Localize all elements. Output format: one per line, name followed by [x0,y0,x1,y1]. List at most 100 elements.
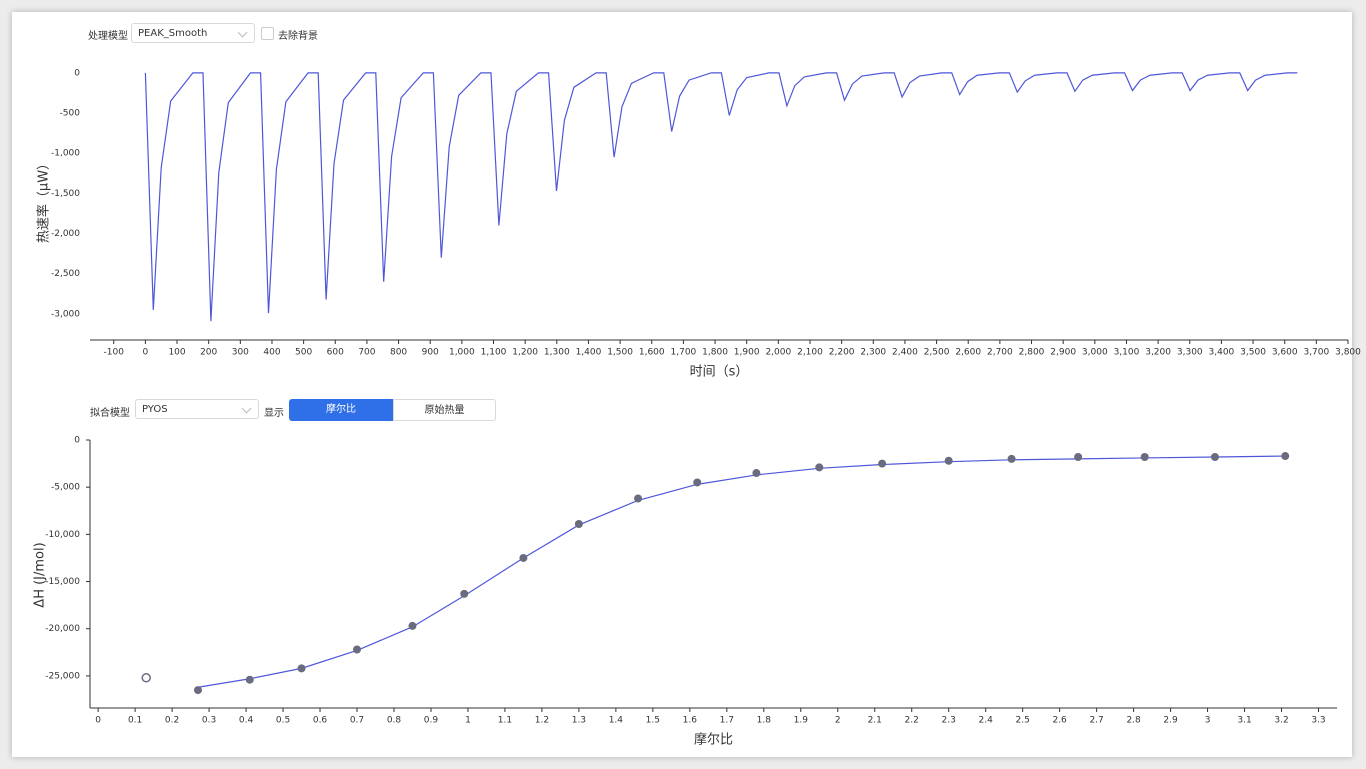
x-tick-label: 1,800 [702,348,728,358]
y-tick-label: -5,000 [51,483,80,493]
x-tick-label: 1,000 [449,348,475,358]
x-tick-label: 3,800 [1335,348,1361,358]
x-tick-label: 2.8 [1126,716,1141,726]
panel [12,12,1352,757]
x-tick-label: 2,600 [955,348,981,358]
x-tick-label: 100 [168,348,185,358]
data-point [878,459,887,468]
checkbox-label[interactable]: 去除背景 [278,31,318,42]
x-tick-label: 1.9 [794,716,809,726]
x-tick-label: 2,700 [987,348,1013,358]
display-label: 显示 [264,408,284,419]
y-axis-title: ΔH (J/mol) [33,542,48,607]
data-point [519,553,528,562]
x-tick-label: 2.5 [1015,716,1029,726]
data-point [752,469,761,478]
data-point [944,456,953,465]
x-tick-label: 0.2 [165,716,179,726]
x-tick-label: 700 [358,348,375,358]
x-tick-label: 1.4 [609,716,624,726]
x-tick-label: 1.1 [498,716,512,726]
x-tick-label: 1,500 [607,348,633,358]
data-point [634,494,643,503]
x-tick-label: 2,100 [797,348,823,358]
x-tick-label: 3,700 [1303,348,1329,358]
x-tick-label: 0.7 [350,716,364,726]
x-tick-label: -100 [104,348,125,358]
x-tick-label: 2.7 [1089,716,1103,726]
x-tick-label: 1,600 [639,348,665,358]
x-tick-label: 2.3 [942,716,956,726]
x-tick-label: 2 [835,716,841,726]
x-tick-label: 0 [95,716,101,726]
x-tick-label: 3.2 [1274,716,1288,726]
x-tick-label: 300 [232,348,249,358]
x-tick-label: 500 [295,348,312,358]
x-axis-title: 时间（s） [690,365,749,380]
x-tick-label: 3,300 [1177,348,1203,358]
data-point [815,463,824,472]
data-point [460,589,469,598]
x-tick-label: 2,800 [1019,348,1045,358]
x-tick-label: 0.3 [202,716,216,726]
x-tick-label: 2,900 [1050,348,1076,358]
x-tick-label: 3,400 [1209,348,1235,358]
x-tick-label: 0.1 [128,716,142,726]
y-tick-label: -25,000 [45,671,80,681]
x-tick-label: 1.8 [757,716,772,726]
y-axis-title: 热速率（μW） [36,157,52,243]
x-tick-label: 1.3 [572,716,586,726]
data-point [353,645,362,654]
y-tick-label: -3,000 [51,309,80,319]
x-tick-label: 1.5 [646,716,660,726]
x-tick-label: 1,100 [481,348,507,358]
x-tick-label: 0 [143,348,149,358]
x-tick-label: 3,000 [1082,348,1108,358]
x-tick-label: 900 [422,348,439,358]
x-tick-label: 0.9 [424,716,439,726]
data-point [1281,452,1290,461]
y-tick-label: -1,000 [51,149,80,159]
x-tick-label: 2.2 [905,716,919,726]
x-tick-label: 2.4 [979,716,994,726]
x-tick-label: 1,400 [576,348,602,358]
fit-select[interactable]: PYOS [135,399,259,419]
x-tick-label: 1 [465,716,471,726]
x-tick-label: 1,700 [671,348,697,358]
x-tick-label: 3,100 [1114,348,1140,358]
tab[interactable]: 原始热量 [393,399,496,421]
x-tick-label: 2,000 [765,348,791,358]
model-select[interactable]: PEAK_Smooth [131,23,255,43]
y-tick-label: -15,000 [45,577,80,587]
x-tick-label: 600 [327,348,344,358]
x-tick-label: 3,200 [1145,348,1171,358]
x-tick-label: 2.6 [1052,716,1067,726]
x-tick-label: 0.8 [387,716,402,726]
x-tick-label: 1.2 [535,716,549,726]
x-tick-label: 800 [390,348,407,358]
x-tick-label: 2.9 [1163,716,1178,726]
data-point [1074,452,1083,461]
data-point [193,686,202,695]
x-tick-label: 0.6 [313,716,328,726]
x-tick-label: 2,300 [860,348,886,358]
data-point [574,519,583,528]
x-tick-label: 1.7 [720,716,734,726]
tab-active[interactable]: 摩尔比 [289,399,393,421]
checkbox[interactable] [261,27,274,40]
data-point [1007,454,1016,463]
fit-line [197,455,1286,688]
y-tick-label: -2,000 [51,229,80,239]
x-tick-label: 1,900 [734,348,760,358]
y-tick-label: -10,000 [45,530,80,540]
data-point [297,664,306,673]
x-tick-label: 1,300 [544,348,570,358]
x-tick-label: 3.1 [1237,716,1251,726]
y-tick-label: -500 [60,109,81,119]
data-point [408,621,417,630]
x-tick-label: 400 [263,348,280,358]
x-tick-label: 2,200 [829,348,855,358]
y-tick-label: 0 [74,436,80,446]
